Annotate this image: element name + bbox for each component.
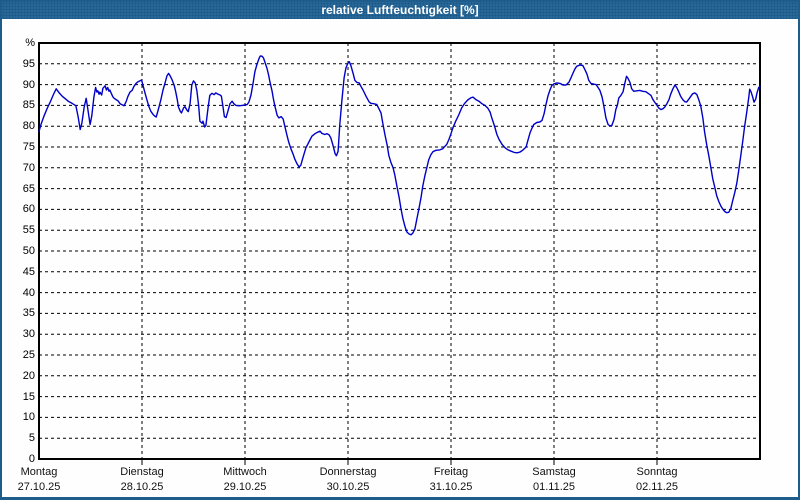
- y-tick-label: 40: [22, 286, 35, 299]
- day-label: Donnerstag: [319, 466, 377, 478]
- y-tick-label: 75: [22, 141, 35, 153]
- y-tick-label: 15: [22, 390, 35, 403]
- day-label: Samstag: [532, 466, 576, 478]
- humidity-line-chart: [38, 42, 761, 465]
- chart-area: % 95 90 85 80 75 70 65 60 55 50 45 40 35 30 25 20 15 10 5 0 …: [2, 19, 798, 497]
- y-tick-label: 80: [22, 120, 35, 133]
- window-title: relative Luftfeuchtigkeit [%]: [321, 3, 479, 17]
- date-label: 31.10.25: [429, 481, 473, 493]
- date-label: 28.10.25: [120, 481, 164, 493]
- y-tick-label: 35: [22, 307, 35, 320]
- date-label: 30.10.25: [326, 481, 370, 493]
- y-tick-label: 65: [22, 182, 35, 195]
- y-tick-label: 10: [22, 411, 35, 424]
- date-label: 29.10.25: [223, 481, 267, 493]
- date-label: 27.10.25: [17, 481, 61, 493]
- day-label: Freitag: [433, 466, 469, 478]
- day-label: Dienstag: [120, 466, 164, 478]
- humidity-series-line: [38, 55, 761, 236]
- y-tick-label: 25: [22, 349, 35, 361]
- plot-border: [38, 42, 761, 460]
- y-tick-label: 55: [22, 224, 35, 237]
- day-label: Mittwoch: [223, 466, 267, 478]
- y-tick-label: 95: [22, 57, 35, 70]
- y-tick-label: 0: [28, 453, 35, 465]
- day-label: Montag: [20, 466, 58, 478]
- day-label: Sonntag: [636, 466, 678, 478]
- title-bar: relative Luftfeuchtigkeit [%]: [2, 2, 798, 19]
- date-label: 02.11.25: [635, 481, 678, 493]
- date-label: 01.11.25: [532, 481, 575, 493]
- y-tick-label: 90: [22, 78, 35, 91]
- y-tick-label: 50: [22, 245, 35, 257]
- y-tick-label: 45: [22, 265, 35, 278]
- y-tick-label: 60: [22, 203, 35, 216]
- y-tick-label: 70: [22, 161, 35, 174]
- y-tick-label: 20: [22, 369, 35, 382]
- y-tick-label: 85: [22, 99, 35, 112]
- y-axis-unit-label: %: [25, 37, 35, 49]
- y-tick-label: 30: [22, 328, 35, 341]
- y-tick-label: 5: [28, 432, 35, 445]
